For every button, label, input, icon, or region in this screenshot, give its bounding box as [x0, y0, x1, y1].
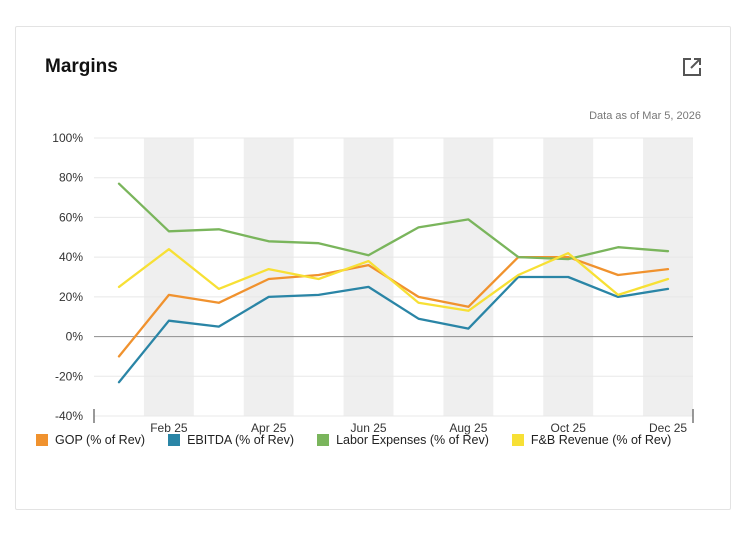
- y-tick-label: 100%: [52, 131, 83, 145]
- legend-swatch: [168, 434, 181, 446]
- column-band: [143, 138, 194, 416]
- card-title: Margins: [45, 56, 118, 77]
- y-tick-label: 0%: [66, 330, 84, 344]
- column-band: [443, 138, 494, 416]
- legend-label: EBITDA (% of Rev): [187, 433, 295, 447]
- legend-item-fnb[interactable]: F&B Revenue (% of Rev): [511, 433, 672, 447]
- series-line-fnb: [117, 248, 670, 312]
- legend-label: GOP (% of Rev): [55, 433, 146, 447]
- x-tick-label: Oct 25: [551, 421, 587, 435]
- y-tick-label: -40%: [55, 409, 83, 423]
- external-link-icon[interactable]: [680, 55, 704, 79]
- series-line-labor: [117, 182, 670, 261]
- y-tick-label: 80%: [59, 171, 83, 185]
- y-tick-label: 60%: [59, 210, 83, 224]
- x-tick-label: Feb 25: [150, 421, 188, 435]
- x-tick-label: Apr 25: [251, 421, 287, 435]
- chart-legend: GOP (% of Rev) EBITDA (% of Rev) Labor Exp…: [36, 433, 694, 447]
- data-as-of-label: Data as of Mar 5, 2026: [589, 110, 701, 122]
- x-tick-label: Aug 25: [449, 421, 487, 435]
- legend-item-gop[interactable]: GOP (% of Rev): [36, 433, 145, 447]
- legend-swatch: [36, 434, 48, 446]
- y-tick-label: 20%: [59, 290, 83, 304]
- column-band: [643, 138, 693, 416]
- legend-swatch: [511, 434, 524, 446]
- legend-swatch: [317, 434, 330, 446]
- legend-label: Labor Expenses (% of Rev): [336, 433, 489, 447]
- legend-item-labor[interactable]: Labor Expenses (% of Rev): [317, 433, 489, 447]
- y-tick-label: 40%: [59, 250, 83, 264]
- x-tick-label: Dec 25: [649, 421, 687, 435]
- x-tick-label: Jun 25: [351, 421, 387, 435]
- legend-label: F&B Revenue (% of Rev): [530, 433, 672, 447]
- y-tick-label: -20%: [55, 369, 83, 383]
- legend-item-ebitda[interactable]: EBITDA (% of Rev): [168, 433, 294, 447]
- series-line-ebitda: [117, 275, 670, 384]
